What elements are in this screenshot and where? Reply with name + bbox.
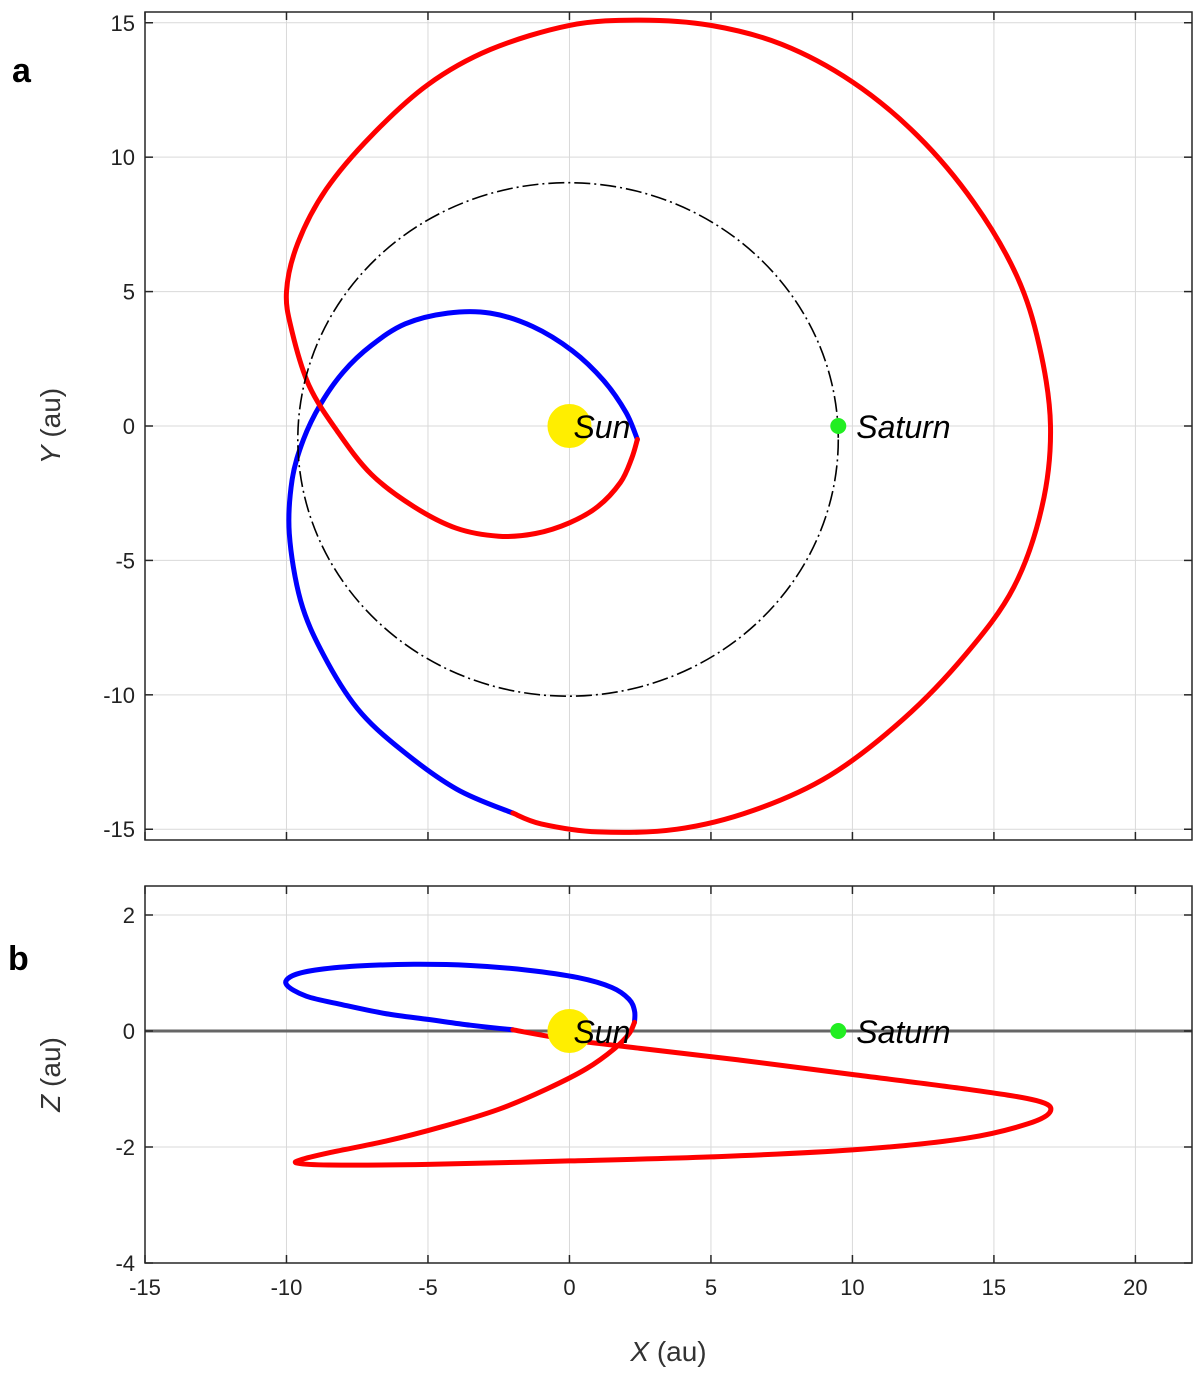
x-tick-label: 20 — [1123, 1275, 1147, 1300]
y-tick-label: -4 — [115, 1251, 135, 1276]
y-tick-label: -10 — [103, 683, 135, 708]
y-tick-label: -2 — [115, 1135, 135, 1160]
y-tick-label: 15 — [111, 11, 135, 36]
x-axis-label: X (au) — [629, 1336, 706, 1367]
saturn-marker — [830, 1023, 847, 1039]
y-tick-label: -15 — [103, 817, 135, 842]
outbound-trajectory-line — [283, 17, 1054, 835]
saturn-label: Saturn — [856, 1014, 950, 1050]
panel-label: b — [8, 940, 29, 978]
y-axis-label: Z (au) — [35, 1037, 66, 1113]
y-tick-label: 0 — [123, 414, 135, 439]
x-tick-label: 0 — [563, 1275, 575, 1300]
panel-label: a — [12, 52, 32, 90]
sun-marker — [547, 1009, 592, 1053]
y-tick-label: 0 — [123, 1019, 135, 1044]
x-tick-label: -5 — [418, 1275, 438, 1300]
outbound-trajectory-line — [292, 1019, 1054, 1168]
sun-marker — [547, 404, 592, 448]
x-tick-label: 5 — [705, 1275, 717, 1300]
saturn-orbit-line — [297, 181, 840, 697]
inbound-trajectory-line — [283, 961, 638, 1033]
y-axis-label: Y (au) — [35, 388, 66, 464]
x-tick-label: -10 — [271, 1275, 303, 1300]
saturn-marker — [830, 418, 847, 434]
panel-b-trajectory-xz: Sun Saturn -15 -10 -5 0 5 10 15 20 -4 -2 0 2 Z (au) X (… — [8, 885, 1193, 1367]
y-tick-label: 10 — [111, 145, 135, 170]
sun-label: Sun — [573, 1014, 630, 1050]
y-tick-label: 2 — [123, 903, 135, 928]
axes-frame — [144, 885, 1193, 1264]
plot-content — [145, 961, 1192, 1168]
y-tick-label: -5 — [115, 548, 135, 573]
plot-content — [283, 17, 1054, 835]
saturn-label: Saturn — [856, 409, 950, 445]
inbound-trajectory-line — [286, 309, 640, 816]
x-tick-label: -15 — [129, 1275, 161, 1300]
y-tick-label: 5 — [123, 280, 135, 305]
plot-area — [145, 886, 1192, 1263]
x-tick-label: 15 — [982, 1275, 1006, 1300]
panel-a-trajectory-xy: Sun Saturn -15 -10 -5 0 5 10 15 Y (au) a — [12, 11, 1193, 842]
sun-label: Sun — [573, 409, 630, 445]
x-tick-label: 10 — [840, 1275, 864, 1300]
